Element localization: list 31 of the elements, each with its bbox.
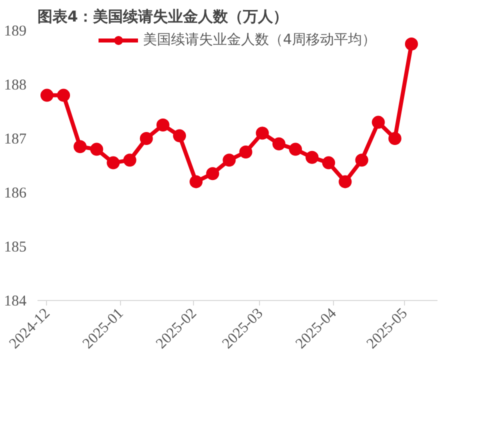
- point: [206, 167, 220, 180]
- point: [338, 175, 352, 188]
- point: [140, 132, 153, 145]
- point: [372, 116, 385, 129]
- point: [156, 118, 170, 132]
- y-tick-label: 188: [4, 78, 26, 94]
- point: [322, 156, 336, 170]
- y-tick-label: 184: [4, 294, 27, 310]
- point: [388, 132, 402, 145]
- point: [222, 154, 236, 167]
- point: [190, 175, 203, 188]
- point: [123, 154, 136, 167]
- y-tick-label: 187: [4, 132, 27, 148]
- point: [256, 126, 269, 140]
- point: [173, 129, 186, 142]
- legend-label: 美国续请失业金人数（4周移动平均）: [143, 31, 376, 49]
- point: [239, 146, 252, 158]
- point: [106, 156, 120, 170]
- y-tick-label: 186: [4, 186, 27, 202]
- point: [272, 137, 286, 150]
- point: [306, 150, 319, 164]
- point: [40, 88, 54, 102]
- point: [404, 38, 418, 50]
- point: [57, 88, 70, 102]
- point: [90, 142, 104, 156]
- point: [74, 140, 87, 154]
- y-tick-label: 185: [4, 240, 26, 256]
- y-tick-label: 189: [4, 24, 26, 40]
- chart-title: 图表4：美国续请失业金人数（万人）: [38, 8, 288, 26]
- point: [288, 142, 302, 156]
- point: [355, 154, 368, 167]
